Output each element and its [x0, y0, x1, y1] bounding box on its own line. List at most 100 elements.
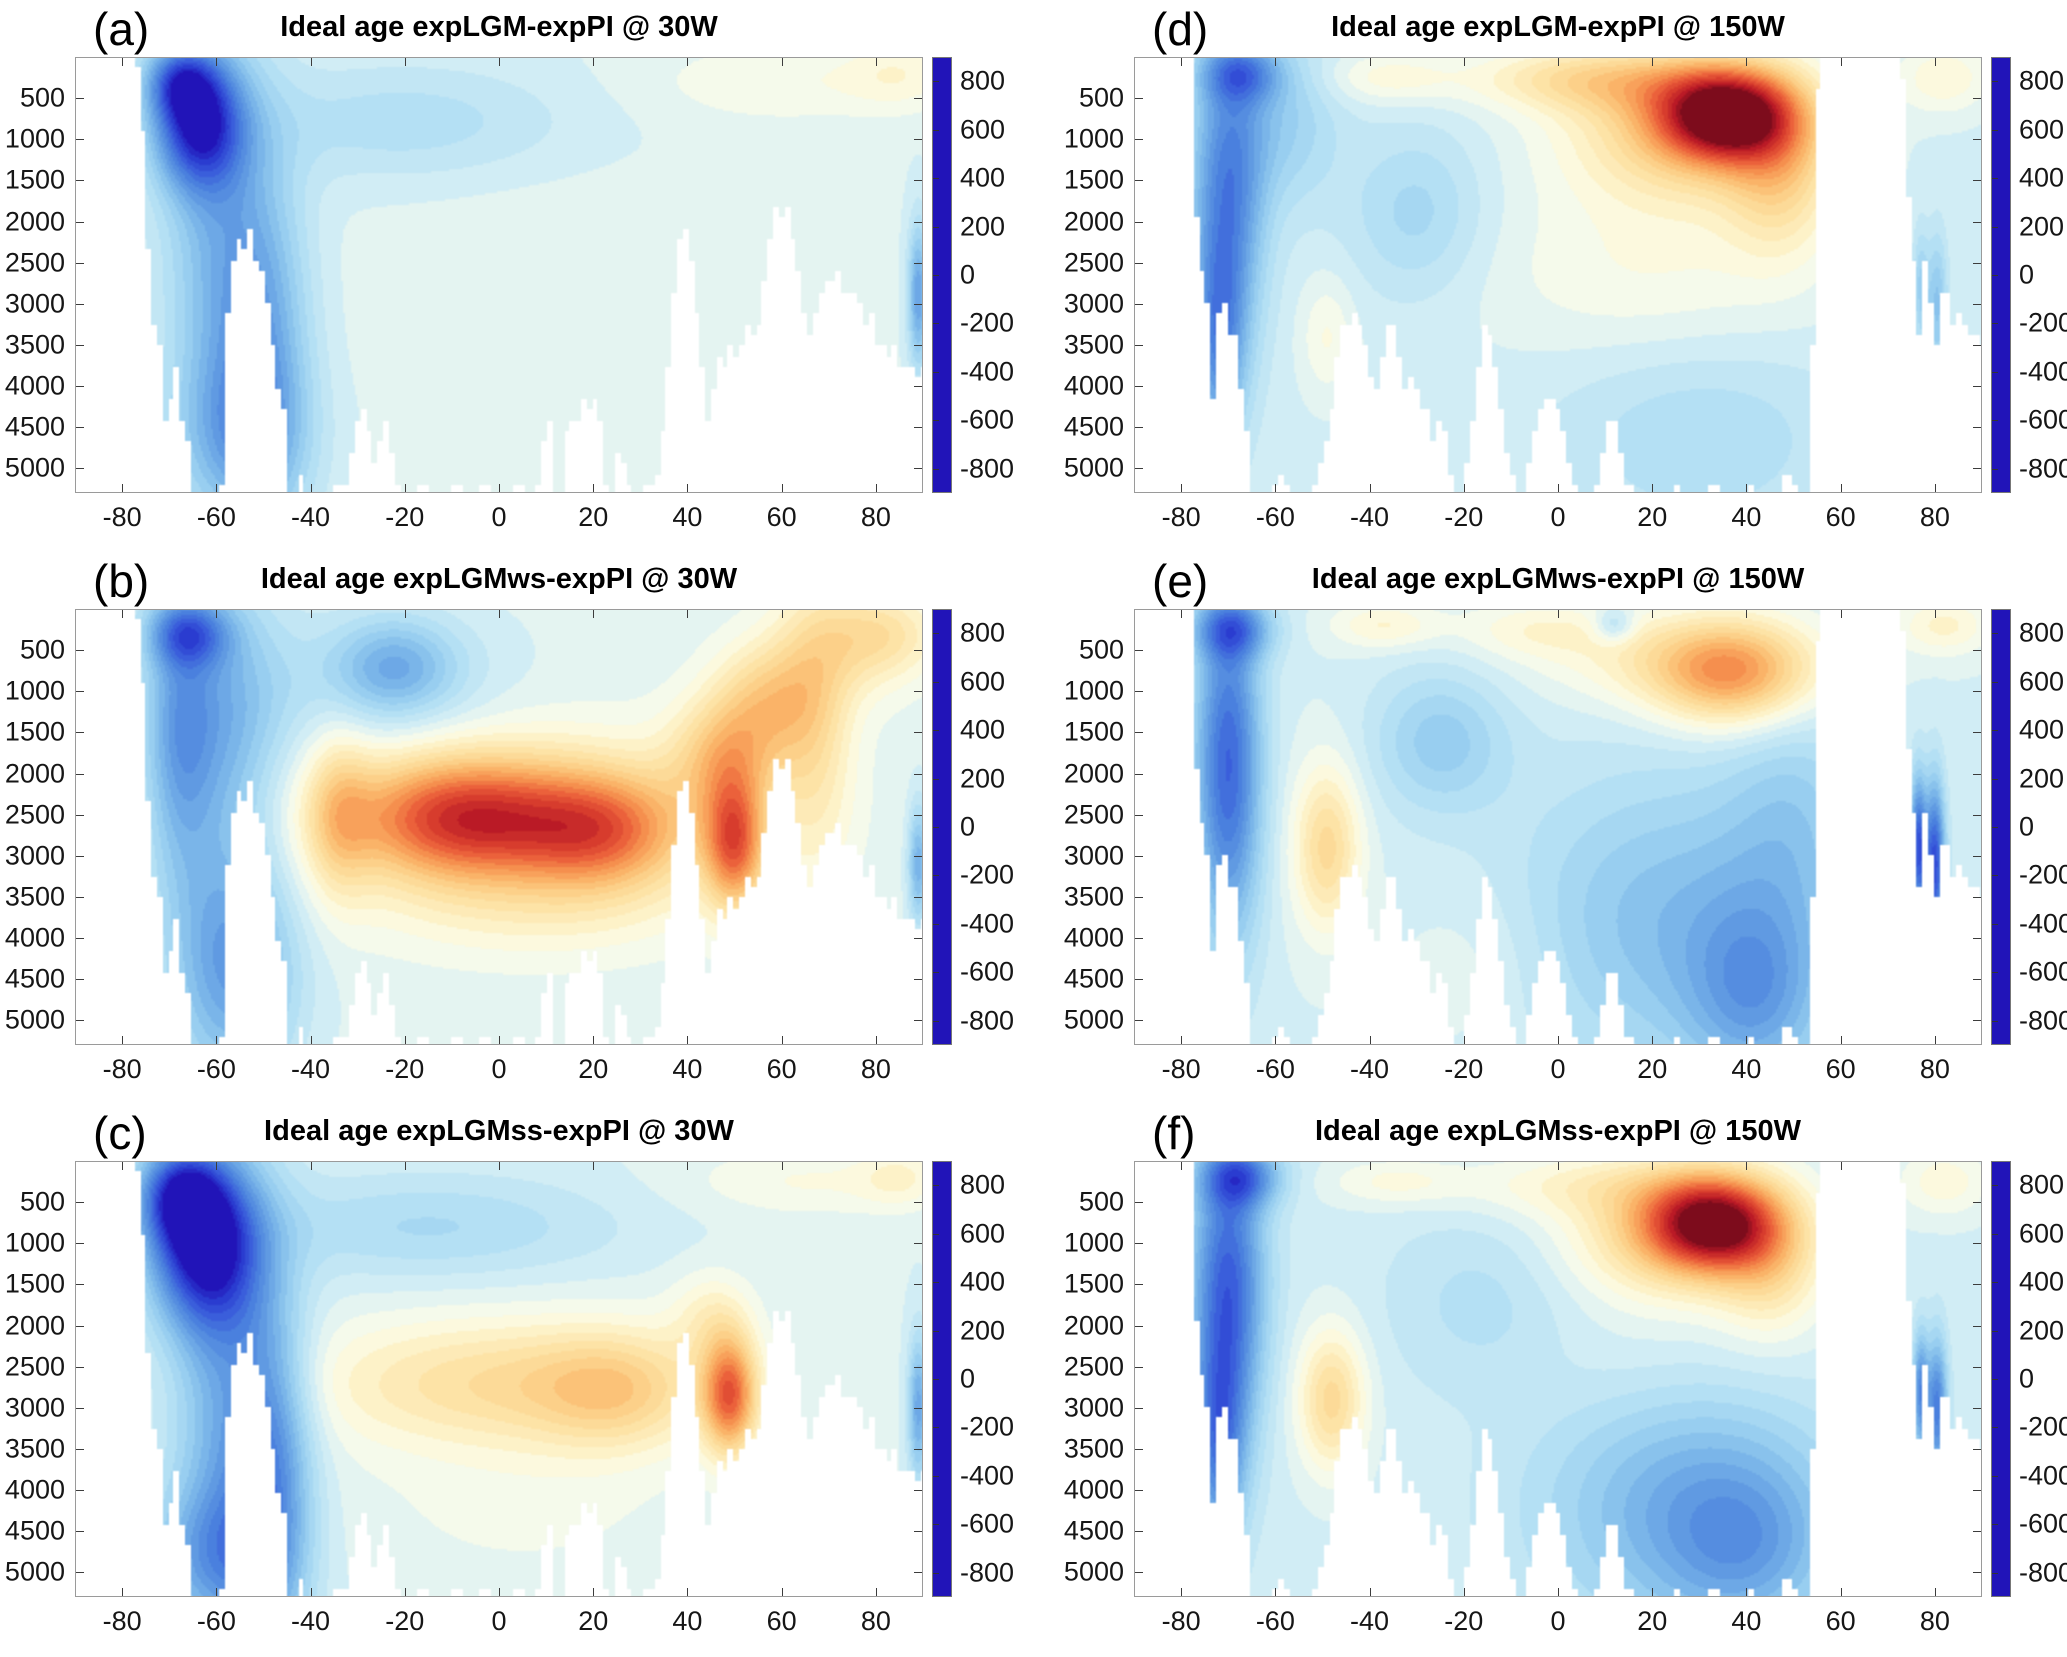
y-tick-label-c: 2000: [4, 1310, 65, 1341]
colorbar-tick-b: [933, 972, 939, 974]
x-tick-top-e: [1181, 610, 1183, 618]
contour-plot-f: [1134, 1161, 1982, 1597]
y-tick-c: [76, 1531, 84, 1533]
x-tick-label-a: -60: [196, 502, 236, 532]
x-tick-d: [1181, 484, 1183, 492]
y-tick-label-e: 500: [1078, 634, 1124, 665]
colorbar-tick-f: [1992, 1233, 1998, 1235]
colorbar-tick-c: [933, 1233, 939, 1235]
y-tick-label-a: 500: [19, 82, 65, 113]
y-tick-right-f: [1973, 1407, 1981, 1409]
colorbar-tick-c: [933, 1524, 939, 1526]
colorbar-tick-d: [1992, 275, 1998, 276]
x-tick-label-c: 20: [578, 1606, 609, 1636]
x-tick-label-f: 60: [1825, 1606, 1856, 1636]
x-tick-label-d: -40: [1350, 502, 1390, 532]
x-tick-top-c: [216, 1162, 218, 1170]
x-tick-a: [499, 484, 500, 492]
y-tick-label-b: 3500: [4, 881, 65, 912]
x-tick-top-b: [781, 610, 783, 618]
colorbar-tick-c: [933, 1330, 939, 1332]
colorbar-label-e: 400: [2019, 714, 2065, 745]
x-tick-top-d: [1463, 58, 1465, 66]
y-tick-b: [76, 814, 84, 816]
colorbar-label-d: -200: [2019, 307, 2067, 338]
x-tick-d: [1558, 484, 1559, 492]
colorbar-b: [932, 609, 952, 1045]
colorbar-tick-e: [1992, 730, 1998, 732]
y-tick-right-d: [1973, 344, 1981, 346]
x-tick-e: [1652, 1036, 1654, 1044]
y-tick-label-a: 1000: [4, 123, 65, 154]
x-tick-f: [1369, 1588, 1371, 1596]
colorbar-label-e: 600: [2019, 666, 2065, 697]
x-tick-f: [1275, 1588, 1277, 1596]
y-tick-a: [76, 221, 84, 223]
panel-title-d: Ideal age expLGM-expPI @ 150W: [1331, 11, 1785, 43]
x-tick-label-e: -40: [1350, 1054, 1390, 1084]
y-tick-c: [76, 1572, 84, 1574]
y-tick-label-c: 4500: [4, 1515, 65, 1546]
colorbar-label-f: -600: [2019, 1508, 2067, 1539]
x-tick-f: [1652, 1588, 1654, 1596]
y-tick-a: [76, 386, 84, 388]
y-tick-right-d: [1973, 98, 1981, 100]
colorbar-label-c: -800: [960, 1557, 1015, 1588]
x-tick-f: [1746, 1588, 1748, 1596]
y-tick-d: [1135, 98, 1143, 100]
colorbar-tick-d: [1992, 81, 1998, 83]
colorbar-tick-b: [933, 633, 939, 635]
x-tick-top-c: [781, 1162, 783, 1170]
colorbar-d: [1991, 57, 2011, 493]
y-tick-right-b: [914, 650, 922, 652]
colorbar-tick-a: [933, 275, 939, 276]
colorbar-tick-b: [933, 1020, 939, 1022]
x-tick-d: [1652, 484, 1654, 492]
y-tick-right-b: [914, 1020, 922, 1022]
x-tick-label-b: -60: [196, 1054, 236, 1084]
x-tick-top-b: [122, 610, 124, 618]
colorbar-label-c: 400: [960, 1266, 1006, 1297]
y-tick-right-c: [914, 1366, 922, 1368]
y-tick-label-b: 1500: [4, 716, 65, 747]
y-tick-f: [1135, 1407, 1143, 1409]
x-tick-top-b: [687, 610, 689, 618]
y-tick-c: [76, 1407, 84, 1409]
x-tick-c: [404, 1588, 406, 1596]
y-tick-label-e: 1000: [1063, 675, 1124, 706]
colorbar-label-b: -200: [960, 859, 1015, 890]
colorbar-tick-a: [933, 323, 939, 325]
y-tick-label-e: 2500: [1063, 799, 1124, 830]
colorbar-label-e: 800: [2019, 617, 2065, 648]
y-tick-right-c: [914, 1243, 922, 1245]
x-tick-d: [1463, 484, 1465, 492]
x-tick-top-f: [1652, 1162, 1654, 1170]
x-tick-top-b: [593, 610, 595, 618]
y-tick-right-a: [914, 386, 922, 388]
x-tick-c: [122, 1588, 124, 1596]
x-tick-top-f: [1840, 1162, 1842, 1170]
y-tick-d: [1135, 139, 1143, 141]
y-tick-label-e: 4500: [1063, 963, 1124, 994]
colorbar-tick-f: [1992, 1185, 1998, 1187]
y-tick-label-d: 2500: [1063, 247, 1124, 278]
y-tick-b: [76, 896, 84, 898]
x-tick-a: [122, 484, 124, 492]
colorbar-label-f: -200: [2019, 1411, 2067, 1442]
y-tick-f: [1135, 1325, 1143, 1327]
x-tick-label-f: 20: [1637, 1606, 1668, 1636]
x-tick-e: [1934, 1036, 1936, 1044]
colorbar-tick-b: [933, 827, 939, 828]
y-tick-d: [1135, 262, 1143, 264]
x-tick-c: [781, 1588, 783, 1596]
colorbar-tick-d: [1992, 323, 1998, 325]
y-tick-f: [1135, 1284, 1143, 1286]
y-tick-right-d: [1973, 262, 1981, 264]
y-tick-e: [1135, 732, 1143, 734]
y-tick-right-a: [914, 180, 922, 182]
y-tick-right-a: [914, 262, 922, 264]
y-tick-a: [76, 98, 84, 100]
y-tick-a: [76, 139, 84, 141]
y-tick-right-d: [1973, 221, 1981, 223]
